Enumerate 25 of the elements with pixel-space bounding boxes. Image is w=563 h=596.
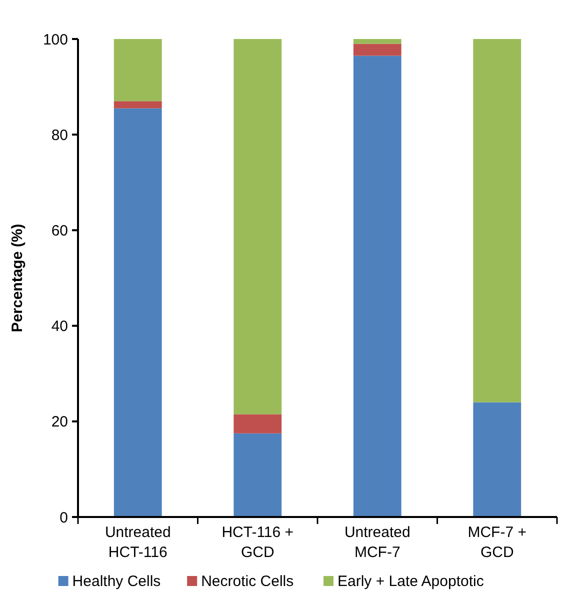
- bar: [473, 402, 522, 517]
- bar: [473, 39, 522, 402]
- x-tick-label: Untreated HCT-116: [104, 524, 171, 561]
- y-tick-label: 40: [51, 318, 68, 336]
- x-tick-label: MCF-7 + GCD: [468, 524, 527, 561]
- bar: [234, 433, 282, 517]
- y-tick-label: 20: [51, 414, 68, 431]
- x-tick-label: Untreated MCF-7: [344, 524, 410, 561]
- y-tick-label: 100: [42, 31, 68, 48]
- bar: [114, 101, 162, 108]
- bar: [353, 44, 402, 56]
- x-tick-label: HCT-116 + GCD: [222, 524, 294, 561]
- y-axis-title: Percentage (%): [9, 224, 26, 332]
- bar: [234, 414, 282, 434]
- y-tick-label: 0: [60, 509, 68, 526]
- legend-label: Healthy Cells: [72, 573, 161, 590]
- bar: [114, 108, 162, 517]
- bar: [353, 39, 402, 44]
- y-tick-label: 60: [51, 222, 68, 240]
- y-tick-label: 80: [51, 126, 68, 144]
- bar: [114, 39, 162, 102]
- legend-label: Early + Late Apoptotic: [338, 573, 484, 590]
- bar: [353, 56, 402, 517]
- legend-label: Necrotic Cells: [201, 573, 294, 590]
- bar: [234, 39, 282, 414]
